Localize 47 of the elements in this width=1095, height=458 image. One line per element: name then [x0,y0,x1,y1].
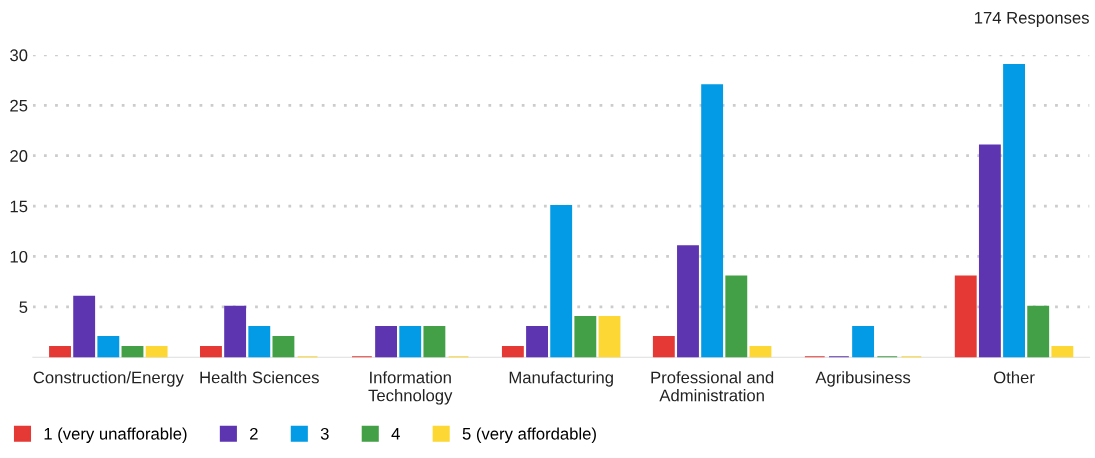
bar [598,315,621,358]
legend-label: 2 [250,427,258,440]
bar [200,346,222,358]
bar [375,325,398,358]
bar [224,305,247,358]
bar [652,336,675,358]
x-tick-label: Information Technology [368,371,453,405]
bar [725,275,748,358]
y-tick-label: 15 [10,200,28,213]
legend-label: 5 (very affordable) [462,427,596,443]
y-tick-label: 5 [19,301,28,314]
legend-label: 3 [320,427,329,440]
y-tick-label: 30 [10,49,28,62]
bar [701,84,724,358]
bar [73,295,96,358]
bar [423,325,446,358]
y-tick-label: 20 [10,150,28,162]
y-tick-label: 25 [10,99,28,112]
bar [954,275,977,358]
bar [1051,346,1074,358]
x-tick-label: Other [994,371,1035,384]
bar [145,346,168,358]
x-tick-label: Health Sciences [200,371,319,384]
legend-label: 1 (very unafforable) [44,427,187,443]
bar [550,205,573,358]
bar [574,315,597,358]
bar [749,346,772,358]
bar [248,325,271,358]
bar [852,325,875,358]
x-tick-label: Professional and Administration [651,371,774,402]
bar [49,346,71,358]
x-tick-label: Construction/Energy [33,371,184,387]
bar [1027,305,1050,358]
bar [978,144,1001,358]
bar [272,336,295,358]
bar [501,346,524,358]
x-tick-label: Agribusiness [815,371,911,387]
text: 174 Responses [974,12,1089,27]
bar [526,325,548,358]
y-tick-label: 10 [10,250,28,263]
bar [399,325,422,358]
bar [97,336,120,358]
bar [121,346,144,358]
bar [1003,64,1025,358]
legend-label: 4 [391,428,400,440]
x-tick-label: Manufacturing [509,371,613,387]
bar [677,245,699,358]
